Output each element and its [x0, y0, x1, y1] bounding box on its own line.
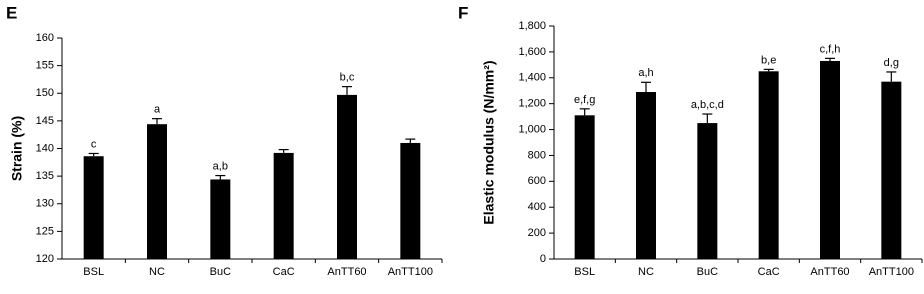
annotation: b,e [761, 54, 776, 66]
y-tick-label: 1,000 [518, 123, 546, 135]
x-tick-label: AnTT100 [869, 266, 914, 278]
x-tick-label: AnTT60 [810, 266, 849, 278]
bar [697, 123, 718, 259]
annotation: b,c [340, 72, 355, 84]
x-tick-label: CaC [273, 266, 295, 278]
bar [210, 179, 231, 259]
bar [83, 156, 104, 259]
annotation: a,h [638, 67, 653, 79]
y-tick-label: 0 [540, 253, 546, 265]
x-tick-label: BuC [210, 266, 231, 278]
bar [574, 115, 595, 259]
x-tick-label: NC [638, 266, 654, 278]
bar [147, 124, 167, 259]
y-tick-label: 160 [36, 32, 54, 44]
y-axis-label: Strain (%) [9, 116, 25, 181]
annotation: c,f,h [820, 43, 841, 55]
panel-label: E [6, 3, 17, 22]
bar [820, 60, 840, 260]
x-tick-label: NC [149, 266, 165, 278]
y-tick-label: 125 [36, 225, 54, 237]
x-tick-label: CaC [758, 266, 780, 278]
bar [636, 92, 656, 260]
bar [337, 94, 357, 259]
x-tick-label: AnTT100 [388, 266, 433, 278]
x-tick-label: BSL [83, 266, 104, 278]
y-tick-label: 1,400 [518, 72, 546, 84]
annotation: a [154, 104, 161, 116]
bar [881, 81, 902, 260]
y-tick-label: 150 [36, 87, 54, 99]
y-tick-label: 130 [36, 198, 54, 210]
y-tick-label: 400 [528, 201, 546, 213]
y-tick-label: 1,600 [518, 46, 546, 58]
panel-label: F [458, 3, 468, 22]
annotation: d,g [884, 57, 899, 69]
y-tick-label: 200 [528, 227, 546, 239]
annotation: a,b,c,d [691, 99, 724, 111]
y-tick-label: 800 [528, 149, 546, 161]
annotation: e,f,g [574, 94, 595, 106]
y-tick-label: 155 [36, 60, 54, 72]
annotation: a,b [213, 160, 228, 172]
annotation: c [91, 138, 97, 150]
y-tick-label: 135 [36, 170, 54, 182]
bar [758, 71, 779, 259]
y-tick-label: 120 [36, 253, 54, 265]
y-tick-label: 145 [36, 115, 54, 127]
y-tick-label: 140 [36, 142, 54, 154]
y-axis-label: Elastic modulus (N/mm²) [481, 60, 497, 224]
y-tick-label: 1,200 [518, 98, 546, 110]
y-tick-label: 1,800 [518, 20, 546, 32]
bar [400, 142, 421, 259]
x-tick-label: AnTT60 [327, 266, 366, 278]
y-tick-label: 600 [528, 175, 546, 187]
x-tick-label: BuC [697, 266, 718, 278]
x-tick-label: BSL [574, 266, 595, 278]
bar [273, 152, 294, 259]
